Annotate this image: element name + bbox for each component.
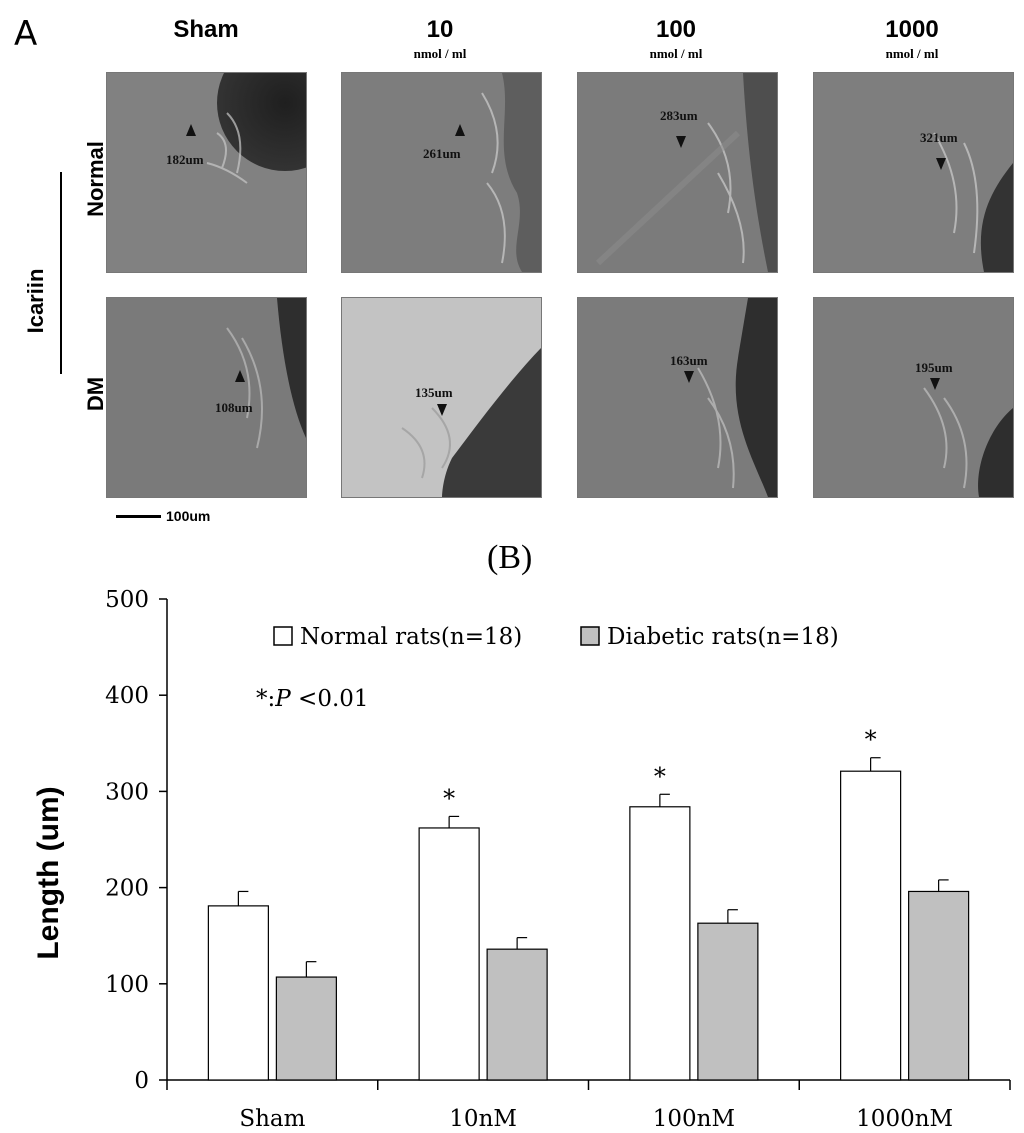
micrograph-normal-sham <box>106 72 307 273</box>
column-header-sham: Sham <box>106 16 306 44</box>
significance-star: * <box>654 762 666 790</box>
x-tick-label: Sham <box>239 1106 305 1132</box>
micrograph-dm-1000 <box>813 297 1014 498</box>
bar <box>840 770 902 1081</box>
y-tick-label: 100 <box>105 972 149 998</box>
column-unit: nmol / ml <box>413 46 467 61</box>
group-label-icariin: Icariin <box>23 268 48 334</box>
bar <box>697 922 759 1081</box>
panel-b-label: (B) <box>487 539 533 576</box>
group-bracket-line <box>60 172 62 374</box>
legend: Normal rats(n=18) Diabetic rats(n=18) <box>273 624 839 650</box>
column-title: Sham <box>173 16 239 43</box>
measurement-dm-10: 135um <box>415 385 453 400</box>
x-tick-label: 1000nM <box>856 1106 953 1132</box>
y-tick-label: 200 <box>105 876 149 902</box>
scale-bar <box>116 515 161 518</box>
x-tick-label: 100nM <box>653 1106 735 1132</box>
bar <box>908 890 970 1081</box>
bar <box>275 976 337 1081</box>
legend-label-normal: Normal rats(n=18) <box>300 624 522 650</box>
bar <box>207 905 269 1081</box>
micrograph-normal-100 <box>577 72 778 273</box>
measurement-dm-sham: 108um <box>215 400 253 415</box>
y-axis-label: Length (um) <box>32 786 65 959</box>
arrow-down-icon <box>437 404 447 416</box>
y-tick-label: 400 <box>105 683 149 709</box>
column-header-10: 10 nmol / ml <box>340 16 540 62</box>
measurement-dm-1000: 195um <box>915 360 953 375</box>
micrograph-dm-10 <box>341 297 542 498</box>
scale-bar-label: 100um <box>166 508 211 524</box>
significance-star: * <box>865 726 877 754</box>
arrow-up-icon <box>455 124 465 136</box>
micrograph-normal-1000 <box>813 72 1014 273</box>
measurement-normal-sham: 182um <box>166 152 204 167</box>
panel-a-letter: A <box>14 14 38 54</box>
significance-annotation: *:P <0.01 <box>256 686 369 712</box>
column-header-100: 100 nmol / ml <box>576 16 776 62</box>
arrow-down-icon <box>930 378 940 390</box>
legend-label-diabetic: Diabetic rats(n=18) <box>607 624 839 650</box>
micrograph-dm-sham <box>106 297 307 498</box>
measurement-normal-10: 261um <box>423 146 461 161</box>
column-title: 10 <box>426 16 454 43</box>
measurement-normal-1000: 321um <box>920 130 958 145</box>
arrow-up-icon <box>235 370 245 382</box>
column-unit: nmol / ml <box>885 46 939 61</box>
measurement-dm-100: 163um <box>670 353 708 368</box>
legend-swatch-normal <box>273 626 293 646</box>
column-title: 100 <box>655 16 697 43</box>
bar <box>486 948 548 1081</box>
y-tick-label: 300 <box>105 779 149 805</box>
arrow-down-icon <box>684 371 694 383</box>
bar <box>418 827 480 1081</box>
micrograph-dm-100 <box>577 297 778 498</box>
measurement-normal-100: 283um <box>660 108 698 123</box>
micrograph-normal-10 <box>341 72 542 273</box>
x-tick-label: 10nM <box>449 1106 517 1132</box>
significance-star: * <box>443 784 455 812</box>
bar-chart: Length (um) 0 100 200 300 400 500 Sham 10nM 100n… <box>32 587 1011 1132</box>
arrow-down-icon <box>676 136 686 148</box>
bar <box>629 806 691 1081</box>
legend-swatch-diabetic <box>580 626 600 646</box>
column-header-1000: 1000 nmol / ml <box>812 16 1012 62</box>
column-title: 1000 <box>885 16 939 43</box>
arrow-up-icon <box>186 124 196 136</box>
column-unit: nmol / ml <box>649 46 703 61</box>
y-tick-label: 0 <box>134 1068 149 1094</box>
y-tick-label: 500 <box>105 587 149 613</box>
arrow-down-icon <box>936 158 946 170</box>
